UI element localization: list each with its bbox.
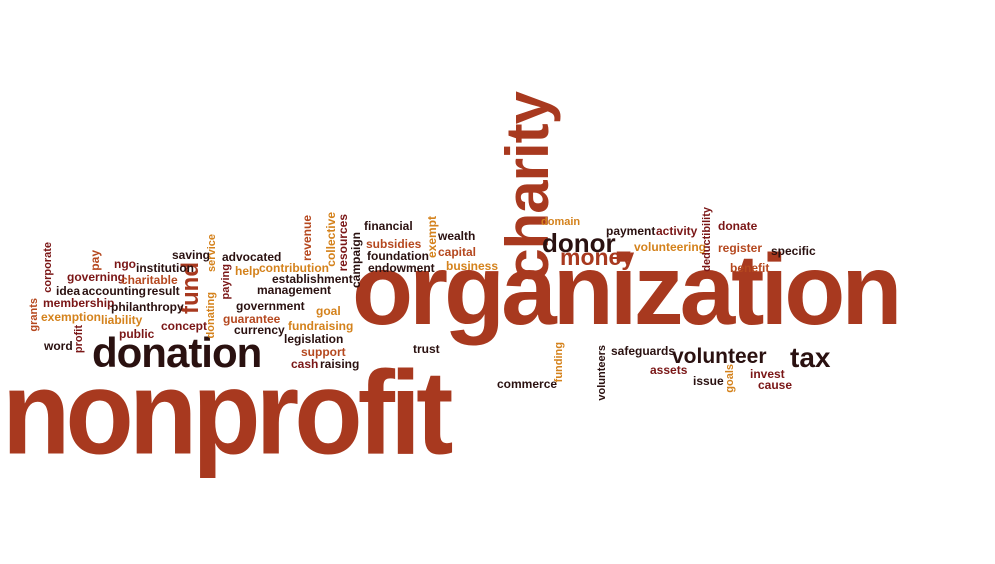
word-business: business xyxy=(446,259,499,273)
word-benefit: benefit xyxy=(730,261,770,275)
word-grants: grants xyxy=(28,298,40,332)
word-register: register xyxy=(718,241,763,255)
word-payment: payment xyxy=(606,224,656,238)
word-deductibility: deductibility xyxy=(701,207,713,272)
word-volunteers: volunteers xyxy=(596,345,608,401)
word-nonprofit: nonprofit xyxy=(2,346,453,480)
word-subsidies: subsidies xyxy=(366,237,422,251)
word-profit: profit xyxy=(73,325,85,354)
word-governing: governing xyxy=(67,270,126,284)
word-safeguards: safeguards xyxy=(611,344,676,358)
word-domain: domain xyxy=(541,216,581,228)
word-fundraising: fundraising xyxy=(288,319,354,333)
word-activity: activity xyxy=(656,224,698,238)
word-exempt: exempt xyxy=(425,216,439,259)
word-accounting: accounting xyxy=(82,284,147,298)
word-ngo: ngo xyxy=(114,257,136,271)
word-cash: cash xyxy=(291,357,319,371)
word-resources: resources xyxy=(336,214,350,272)
word-service: service xyxy=(206,234,218,272)
word-charitable: charitable xyxy=(121,273,178,287)
word-pay: pay xyxy=(88,250,102,271)
word-idea: idea xyxy=(56,284,81,298)
word-public: public xyxy=(119,327,155,341)
word-donation: donation xyxy=(92,329,262,376)
word-specific: specific xyxy=(771,244,816,258)
word-assets: assets xyxy=(650,363,688,377)
word-guarantee: guarantee xyxy=(223,312,281,326)
word-goals: goals xyxy=(724,364,736,393)
word-issue: issue xyxy=(693,374,724,388)
word-donor: donor xyxy=(542,228,616,258)
word-concept: concept xyxy=(161,319,208,333)
word-institution: institution xyxy=(136,261,194,275)
word-establishment: establishment xyxy=(272,272,353,286)
word-management: management xyxy=(257,283,332,297)
word-volunteering: volunteering xyxy=(634,240,707,254)
word-capital: capital xyxy=(438,245,477,259)
word-government: government xyxy=(236,299,305,313)
word-endowment: endowment xyxy=(368,261,435,275)
word-funding: funding xyxy=(553,342,565,383)
word-advocated: advocated xyxy=(222,250,282,264)
word-organization: organization xyxy=(352,234,902,346)
word-legislation: legislation xyxy=(284,332,344,346)
word-foundation: foundation xyxy=(367,249,429,263)
word-help: help xyxy=(235,264,260,278)
word-corporate: corporate xyxy=(42,242,54,293)
word-commerce: commerce xyxy=(497,377,558,391)
word-donate: donate xyxy=(718,219,758,233)
word-trust: trust xyxy=(413,342,440,356)
word-raising: raising xyxy=(320,357,360,371)
word-goal: goal xyxy=(316,304,341,318)
word-paying: paying xyxy=(220,264,232,300)
word-support: support xyxy=(301,345,346,359)
word-tax: tax xyxy=(790,342,831,373)
word-donating: donating xyxy=(205,292,217,339)
word-word: word xyxy=(44,339,73,353)
word-saving: saving xyxy=(172,248,211,262)
word-invest: invest xyxy=(750,367,785,381)
word-liability: liability xyxy=(101,313,143,327)
word-revenue: revenue xyxy=(300,215,314,262)
word-currency: currency xyxy=(234,323,285,337)
word-exemption: exemption xyxy=(41,310,102,324)
word-cause: cause xyxy=(758,378,793,392)
word-philanthropy: philanthropy xyxy=(111,300,184,314)
word-result: result xyxy=(147,284,180,298)
word-membership: membership xyxy=(43,296,115,310)
word-financial: financial xyxy=(364,219,413,233)
word-contribution: contribution xyxy=(259,261,329,275)
word-volunteer: volunteer xyxy=(672,345,767,368)
word-wealth: wealth xyxy=(438,229,476,243)
word-money: money xyxy=(560,244,635,270)
